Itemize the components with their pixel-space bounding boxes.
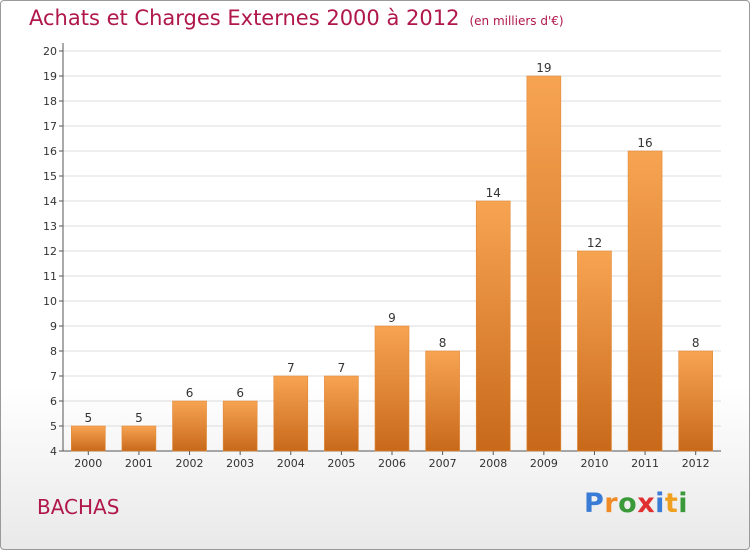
logo-letter: o [618, 488, 638, 519]
x-tick-label: 2004 [277, 457, 305, 470]
data-label: 5 [135, 411, 143, 425]
y-tick-label: 15 [43, 170, 57, 183]
y-tick-label: 11 [43, 270, 57, 283]
x-tick-label: 2010 [580, 457, 608, 470]
x-tick-label: 2008 [479, 457, 507, 470]
data-label: 9 [388, 311, 396, 325]
y-tick-label: 16 [43, 145, 57, 158]
logo-letter: t [664, 488, 679, 519]
data-label: 7 [287, 361, 295, 375]
logo-letter: i [655, 488, 665, 519]
data-label: 6 [186, 386, 194, 400]
bars [71, 75, 713, 452]
y-tick-label: 6 [50, 395, 57, 408]
bar [71, 425, 106, 452]
logo-letter: r [604, 488, 619, 519]
data-label: 7 [338, 361, 346, 375]
y-tick-label: 20 [43, 45, 57, 58]
bar [172, 400, 207, 452]
data-label: 14 [486, 186, 501, 200]
chart-title: Achats et Charges Externes 2000 à 2012 (e… [29, 6, 564, 30]
bar [121, 425, 157, 452]
y-tick-label: 10 [43, 295, 57, 308]
x-tick-label: 2002 [176, 457, 204, 470]
logo-letter: i [678, 488, 689, 519]
data-label: 8 [439, 336, 447, 350]
y-tick-label: 12 [43, 245, 57, 258]
logo-letter: P [584, 488, 605, 519]
y-tick-label: 17 [43, 120, 57, 133]
y-tick-label: 9 [50, 320, 57, 333]
y-tick-label: 7 [50, 370, 57, 383]
data-label: 19 [536, 61, 551, 75]
bar [222, 400, 258, 452]
bar [273, 375, 309, 452]
bar [577, 250, 612, 452]
x-tick-label: 2001 [125, 457, 153, 470]
x-tick-label: 2011 [631, 457, 659, 470]
data-labels: 5 5 6 6 7 7 9 8 14 19 12 16 8 [84, 61, 699, 425]
data-label: 12 [587, 236, 602, 250]
logo-letter: x [637, 488, 656, 519]
bar [475, 200, 511, 452]
y-tick-label: 4 [50, 445, 57, 458]
bar [374, 325, 410, 452]
data-label: 16 [637, 136, 652, 150]
data-label: 8 [692, 336, 700, 350]
x-tick-label: 2006 [378, 457, 406, 470]
chart-title-text: Achats et Charges Externes 2000 à 2012 [29, 6, 460, 30]
y-tick-label: 18 [43, 95, 57, 108]
x-tick-label: 2012 [682, 457, 710, 470]
y-tick-label: 5 [50, 420, 57, 433]
y-tick-label: 8 [50, 345, 57, 358]
x-tick-label: 2007 [429, 457, 457, 470]
y-tick-label: 14 [43, 195, 57, 208]
x-tick-label: 2005 [327, 457, 355, 470]
y-tick-label: 19 [43, 70, 57, 83]
x-tick-label: 2003 [226, 457, 254, 470]
bar [324, 375, 359, 452]
proxiti-logo[interactable]: Proxiti [584, 488, 688, 519]
x-tick-label: 2009 [530, 457, 558, 470]
x-tick-label: 2000 [74, 457, 102, 470]
bar [627, 150, 663, 452]
data-label: 6 [236, 386, 244, 400]
commune-name: BACHAS [37, 495, 120, 519]
bar [526, 75, 562, 452]
bar [425, 350, 460, 452]
y-tick-label: 13 [43, 220, 57, 233]
bar [678, 350, 713, 452]
data-label: 5 [84, 411, 92, 425]
chart-unit: (en milliers d'€) [469, 14, 564, 28]
